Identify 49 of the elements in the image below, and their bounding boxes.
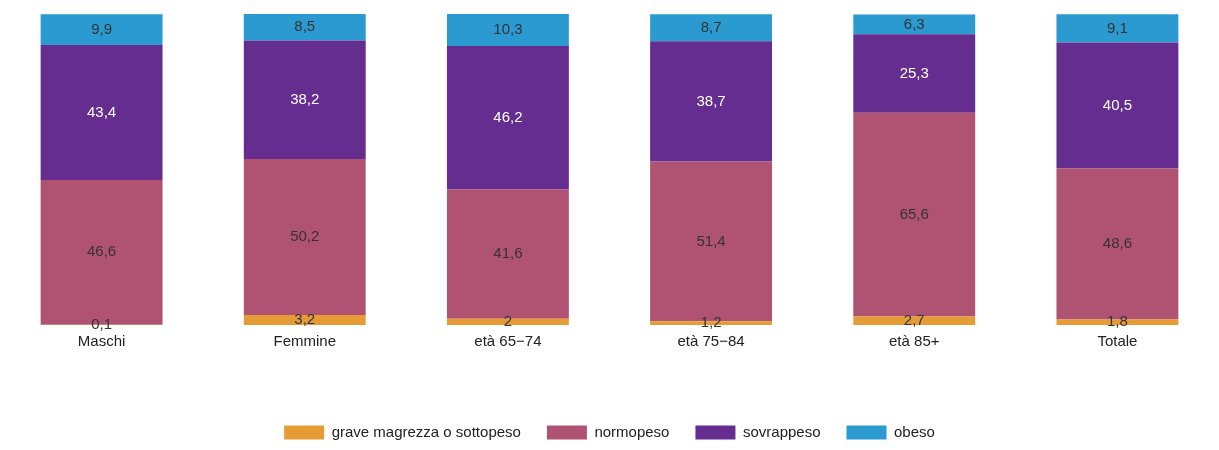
bar	[1056, 42, 1179, 169]
legend-label: grave magrezza o sottopeso	[331, 422, 521, 440]
x-tick-label: età 75−84	[677, 332, 745, 350]
legend-label: sovrappeso	[742, 422, 821, 440]
data-label: 43,4	[86, 102, 117, 120]
bar	[853, 112, 976, 317]
data-label: 46,6	[86, 242, 117, 260]
x-tick-label: età 85+	[889, 332, 940, 350]
data-label: 25,3	[899, 63, 929, 81]
data-label: 48,6	[1102, 234, 1133, 252]
data-label: 1,8	[1106, 312, 1128, 330]
bar	[446, 318, 569, 325]
bar	[446, 46, 569, 190]
data-label: 8,7	[700, 17, 722, 35]
x-tick-label: Femmine	[273, 332, 337, 350]
data-label: 38,7	[696, 91, 726, 109]
data-label: 6,3	[903, 14, 925, 32]
legend-label: normopeso	[594, 422, 670, 440]
data-label: 9,1	[1106, 18, 1128, 36]
data-label: 51,4	[696, 231, 726, 249]
bar	[853, 34, 976, 113]
bar	[650, 41, 773, 162]
x-tick-label: Maschi	[77, 332, 126, 350]
x-tick-label: età 65−74	[474, 332, 542, 350]
data-label: 41,6	[493, 244, 523, 262]
data-label: 38,2	[290, 89, 320, 107]
data-label: 8,5	[294, 17, 316, 35]
bar	[243, 14, 366, 41]
data-label: 10,3	[493, 20, 523, 38]
data-label: 65,6	[899, 204, 929, 222]
bar	[243, 159, 366, 316]
bar	[1056, 14, 1179, 43]
bar	[446, 14, 569, 46]
bar	[243, 40, 366, 160]
bar	[853, 14, 976, 35]
bar	[40, 45, 163, 180]
data-label: 3,2	[294, 310, 316, 328]
bar	[853, 316, 976, 325]
data-label: 9,9	[91, 19, 113, 37]
data-label: 50,2	[290, 227, 320, 245]
bar	[243, 315, 366, 325]
x-tick-label: Totale	[1097, 332, 1138, 350]
legend-label: obeso	[894, 422, 935, 440]
data-label: 46,2	[493, 107, 523, 125]
data-label: 40,5	[1102, 95, 1133, 113]
bar	[650, 14, 773, 42]
data-label: 2,7	[903, 310, 925, 328]
bar	[40, 14, 163, 46]
data-label: 2	[503, 312, 513, 330]
